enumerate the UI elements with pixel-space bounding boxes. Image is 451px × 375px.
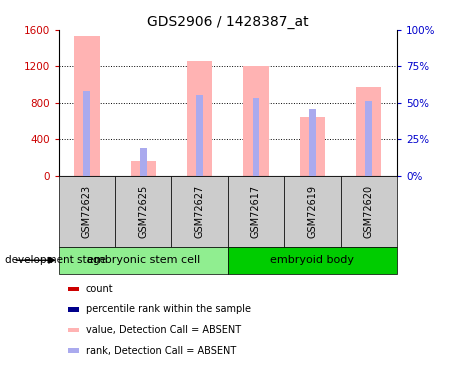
Text: GSM72617: GSM72617 [251, 184, 261, 238]
Bar [309, 109, 316, 176]
Text: percentile rank within the sample: percentile rank within the sample [86, 304, 251, 314]
Bar [253, 98, 259, 176]
Bar [187, 61, 212, 176]
Text: development stage: development stage [5, 255, 106, 265]
Bar [83, 91, 90, 176]
Title: GDS2906 / 1428387_at: GDS2906 / 1428387_at [147, 15, 308, 29]
Bar [284, 176, 341, 247]
Bar [59, 176, 115, 247]
Bar [130, 161, 156, 176]
Text: embryoid body: embryoid body [270, 255, 354, 265]
Bar [196, 96, 203, 176]
Bar [243, 66, 269, 176]
Bar [228, 176, 284, 247]
Bar [228, 247, 397, 274]
Bar [356, 87, 382, 176]
Text: GSM72627: GSM72627 [194, 184, 205, 238]
Bar [299, 117, 325, 176]
Text: GSM72620: GSM72620 [364, 184, 374, 238]
Text: count: count [86, 284, 113, 294]
Bar [365, 101, 372, 176]
Text: GSM72619: GSM72619 [307, 184, 318, 238]
Text: rank, Detection Call = ABSENT: rank, Detection Call = ABSENT [86, 346, 236, 355]
Text: GSM72623: GSM72623 [82, 184, 92, 238]
Bar [341, 176, 397, 247]
Text: GSM72625: GSM72625 [138, 184, 148, 238]
Text: embryonic stem cell: embryonic stem cell [87, 255, 200, 265]
Bar [171, 176, 228, 247]
Bar [140, 148, 147, 176]
Text: value, Detection Call = ABSENT: value, Detection Call = ABSENT [86, 325, 241, 335]
Bar [74, 36, 100, 176]
Bar [59, 247, 228, 274]
Bar [115, 176, 171, 247]
